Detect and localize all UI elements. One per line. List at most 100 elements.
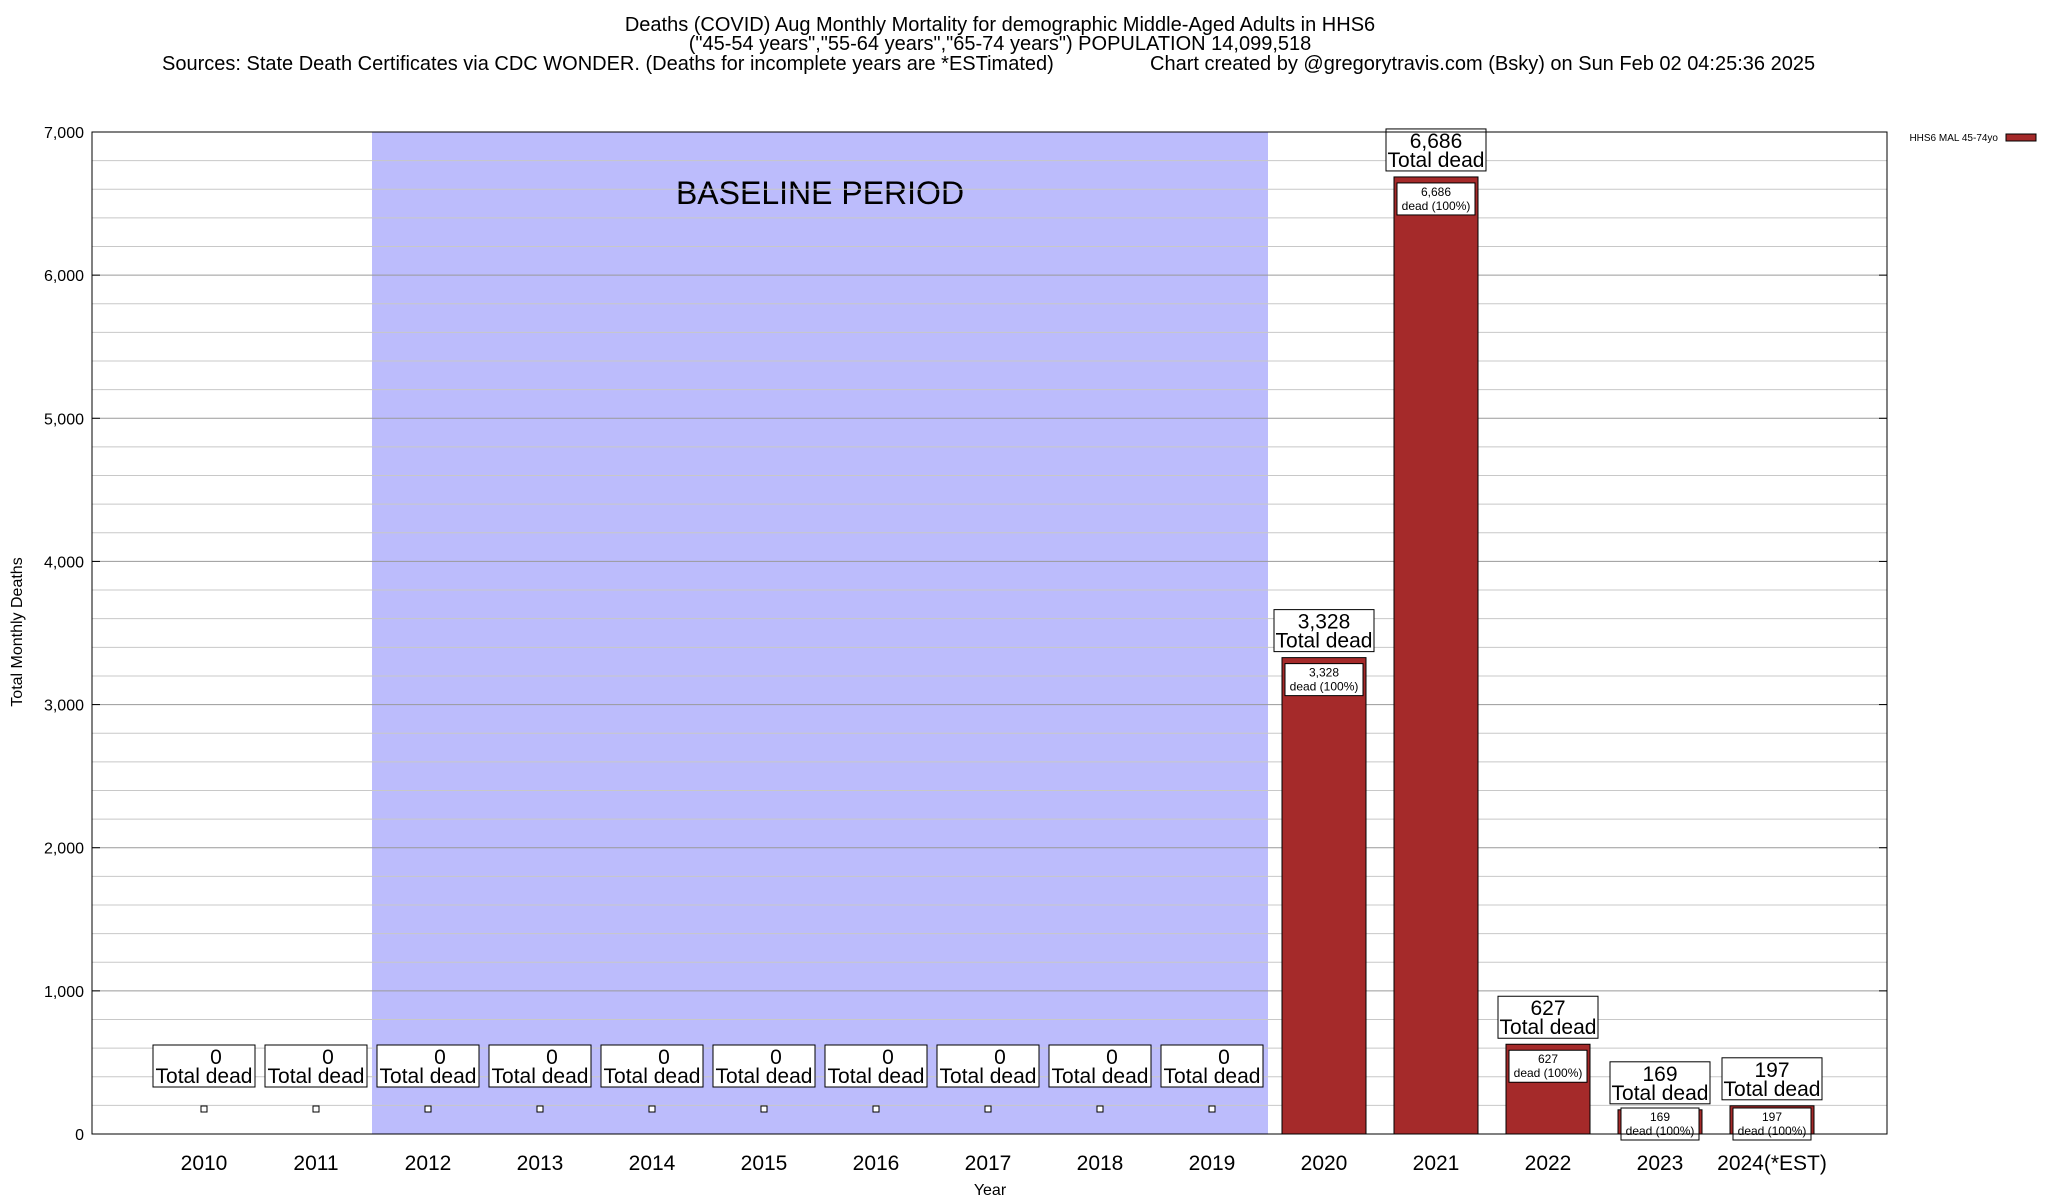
bar-total-box xyxy=(936,1044,1040,1088)
bar-total-value: 169 xyxy=(1642,1063,1677,1086)
bar-inner-caption: dead (100%) xyxy=(1626,1124,1695,1138)
bar-inner-label-box xyxy=(1620,1107,1700,1141)
bar-inner-value: 627 xyxy=(1538,1052,1558,1066)
bar-total-value: 0 xyxy=(770,1046,782,1069)
bar-inner-caption: dead (100%) xyxy=(1290,680,1359,694)
zero-marker xyxy=(424,1105,432,1113)
bar-total-box xyxy=(1160,1044,1264,1088)
bar xyxy=(1281,657,1367,1135)
zero-marker xyxy=(312,1105,320,1113)
bar-total-box xyxy=(1385,128,1487,172)
bar-inner-caption: dead (100%) xyxy=(1402,199,1471,213)
bar-inner-label-box xyxy=(1732,1107,1812,1141)
legend-series-label: HHS6 MAL 45-74yo xyxy=(1909,133,1998,144)
x-tick-label: 2023 xyxy=(1637,1152,1684,1175)
bar-total-value: 0 xyxy=(434,1046,446,1069)
bar-total-value: 3,328 xyxy=(1298,611,1351,634)
bar-total-box xyxy=(1497,995,1599,1039)
x-tick-label: 2021 xyxy=(1413,1152,1460,1175)
x-tick-label: 2022 xyxy=(1525,1152,1572,1175)
bar-total-box xyxy=(712,1044,816,1088)
bar-total-box xyxy=(1273,609,1375,653)
bar-total-caption: Total dead xyxy=(604,1065,701,1088)
legend-swatch xyxy=(2005,133,2037,142)
legend: HHS6 MAL 45-74yo xyxy=(1909,133,2037,144)
bar-total-caption: Total dead xyxy=(940,1065,1037,1088)
y-tick-label: 0 xyxy=(75,1127,84,1144)
bar-total-caption: Total dead xyxy=(1724,1078,1821,1101)
bar-total-box xyxy=(600,1044,704,1088)
bar-total-value: 0 xyxy=(994,1046,1006,1069)
bar-total-value: 0 xyxy=(210,1046,222,1069)
x-tick-label: 2014 xyxy=(629,1152,676,1175)
y-tick-label: 1,000 xyxy=(44,984,84,1001)
bar-total-value: 0 xyxy=(882,1046,894,1069)
bar-total-caption: Total dead xyxy=(1388,149,1485,172)
bar-total-value: 0 xyxy=(1106,1046,1118,1069)
x-tick-label: 2019 xyxy=(1189,1152,1236,1175)
bar-total-caption: Total dead xyxy=(828,1065,925,1088)
bar-total-caption: Total dead xyxy=(268,1065,365,1088)
plot-frame xyxy=(91,131,1888,1135)
y-axis-label: Total Monthly Deaths xyxy=(9,557,26,706)
x-tick-label: 2018 xyxy=(1077,1152,1124,1175)
bar-total-value: 0 xyxy=(1218,1046,1230,1069)
zero-marker xyxy=(1096,1105,1104,1113)
bar-total-caption: Total dead xyxy=(156,1065,253,1088)
bar-inner-label-box xyxy=(1396,182,1476,216)
axes-layer: 0 1,000 2,000 3,000 4,000 5,000 6,000 7,000 2010… xyxy=(44,125,1888,1175)
zero-marker xyxy=(536,1105,544,1113)
bar-total-value: 0 xyxy=(658,1046,670,1069)
bar-inner-caption: dead (100%) xyxy=(1738,1124,1807,1138)
bar xyxy=(1393,176,1479,1135)
bar-total-value: 0 xyxy=(546,1046,558,1069)
chart-title-line1: Deaths (COVID) Aug Monthly Mortality for… xyxy=(625,14,1375,36)
bar-total-caption: Total dead xyxy=(716,1065,813,1088)
bar-inner-value: 169 xyxy=(1650,1110,1670,1124)
bar-total-value: 6,686 xyxy=(1410,130,1463,153)
x-tick-label: 2020 xyxy=(1301,1152,1348,1175)
zero-marker xyxy=(200,1105,208,1113)
bar-total-box xyxy=(1721,1057,1823,1101)
bar-total-caption: Total dead xyxy=(1052,1065,1149,1088)
x-tick-label: 2013 xyxy=(517,1152,564,1175)
x-tick-label: 2015 xyxy=(741,1152,788,1175)
chart-credit: Chart created by @gregorytravis.com (Bsk… xyxy=(1150,53,1815,75)
x-tick-label: 2016 xyxy=(853,1152,900,1175)
x-tick-label: 2010 xyxy=(181,1152,228,1175)
zero-marker xyxy=(760,1105,768,1113)
y-tick-label: 4,000 xyxy=(44,554,84,571)
y-tick-label: 5,000 xyxy=(44,411,84,428)
bar-total-box xyxy=(376,1044,480,1088)
zero-marker xyxy=(872,1105,880,1113)
bar-inner-label-box xyxy=(1508,1049,1588,1083)
y-tick-label: 2,000 xyxy=(44,841,84,858)
bar-total-box xyxy=(1048,1044,1152,1088)
zero-marker xyxy=(648,1105,656,1113)
y-tick-label: 6,000 xyxy=(44,268,84,285)
bar-total-box xyxy=(488,1044,592,1088)
baseline-period-region xyxy=(372,132,1268,1134)
chart-title-line2: ("45-54 years","55-64 years","65-74 year… xyxy=(689,33,1312,55)
y-tick-label: 7,000 xyxy=(44,125,84,142)
bar-inner-value: 197 xyxy=(1762,1110,1782,1124)
x-tick-label: 2012 xyxy=(405,1152,452,1175)
bar-total-caption: Total dead xyxy=(492,1065,589,1088)
bar-total-value: 197 xyxy=(1754,1059,1789,1082)
bar-total-caption: Total dead xyxy=(1276,630,1373,653)
baseline-period-layer: BASELINE PERIOD xyxy=(372,132,1268,1134)
bar-total-box xyxy=(1609,1061,1711,1105)
bar-total-value: 0 xyxy=(322,1046,334,1069)
bar-total-box xyxy=(152,1044,256,1088)
y-tick-label: 3,000 xyxy=(44,698,84,715)
baseline-period-label: BASELINE PERIOD xyxy=(676,175,964,211)
bar-inner-label-box xyxy=(1284,663,1364,697)
bar-total-value: 627 xyxy=(1530,997,1565,1020)
bar-total-box xyxy=(824,1044,928,1088)
x-tick-label: 2011 xyxy=(293,1152,338,1175)
bar-inner-value: 3,328 xyxy=(1309,666,1339,680)
x-axis-label: Year xyxy=(974,1182,1007,1199)
zero-marker xyxy=(1208,1105,1216,1113)
chart-sources: Sources: State Death Certificates via CD… xyxy=(162,53,1054,75)
bar-total-caption: Total dead xyxy=(380,1065,477,1088)
